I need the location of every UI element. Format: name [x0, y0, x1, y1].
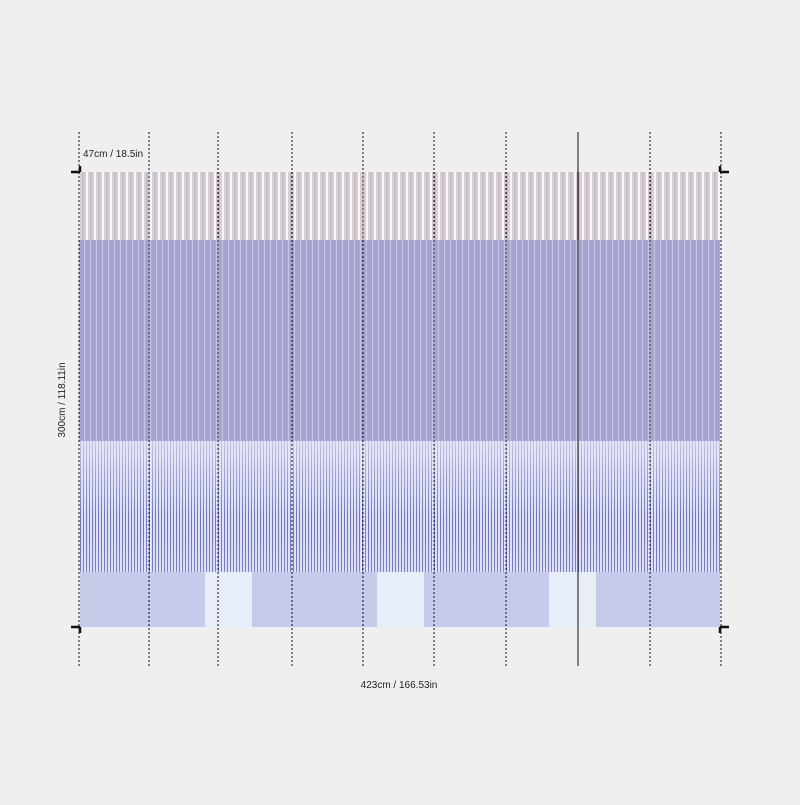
- total-width-label: 423cm / 166.53in: [361, 680, 438, 691]
- panel-guides: [78, 132, 722, 666]
- light-block: [377, 572, 424, 627]
- corner-mark: [718, 166, 729, 174]
- gradient-band: [80, 441, 720, 572]
- light-block: [205, 572, 252, 627]
- corner-mark: [71, 166, 82, 174]
- corner-marks: [71, 166, 729, 633]
- top-band: [80, 172, 720, 240]
- middle-band: [80, 240, 720, 441]
- panel-width-label: 47cm / 18.5in: [83, 149, 143, 160]
- height-label: 300cm / 118.11in: [57, 362, 68, 437]
- corner-mark: [71, 625, 82, 633]
- light-block: [549, 572, 596, 627]
- corner-mark: [718, 625, 729, 633]
